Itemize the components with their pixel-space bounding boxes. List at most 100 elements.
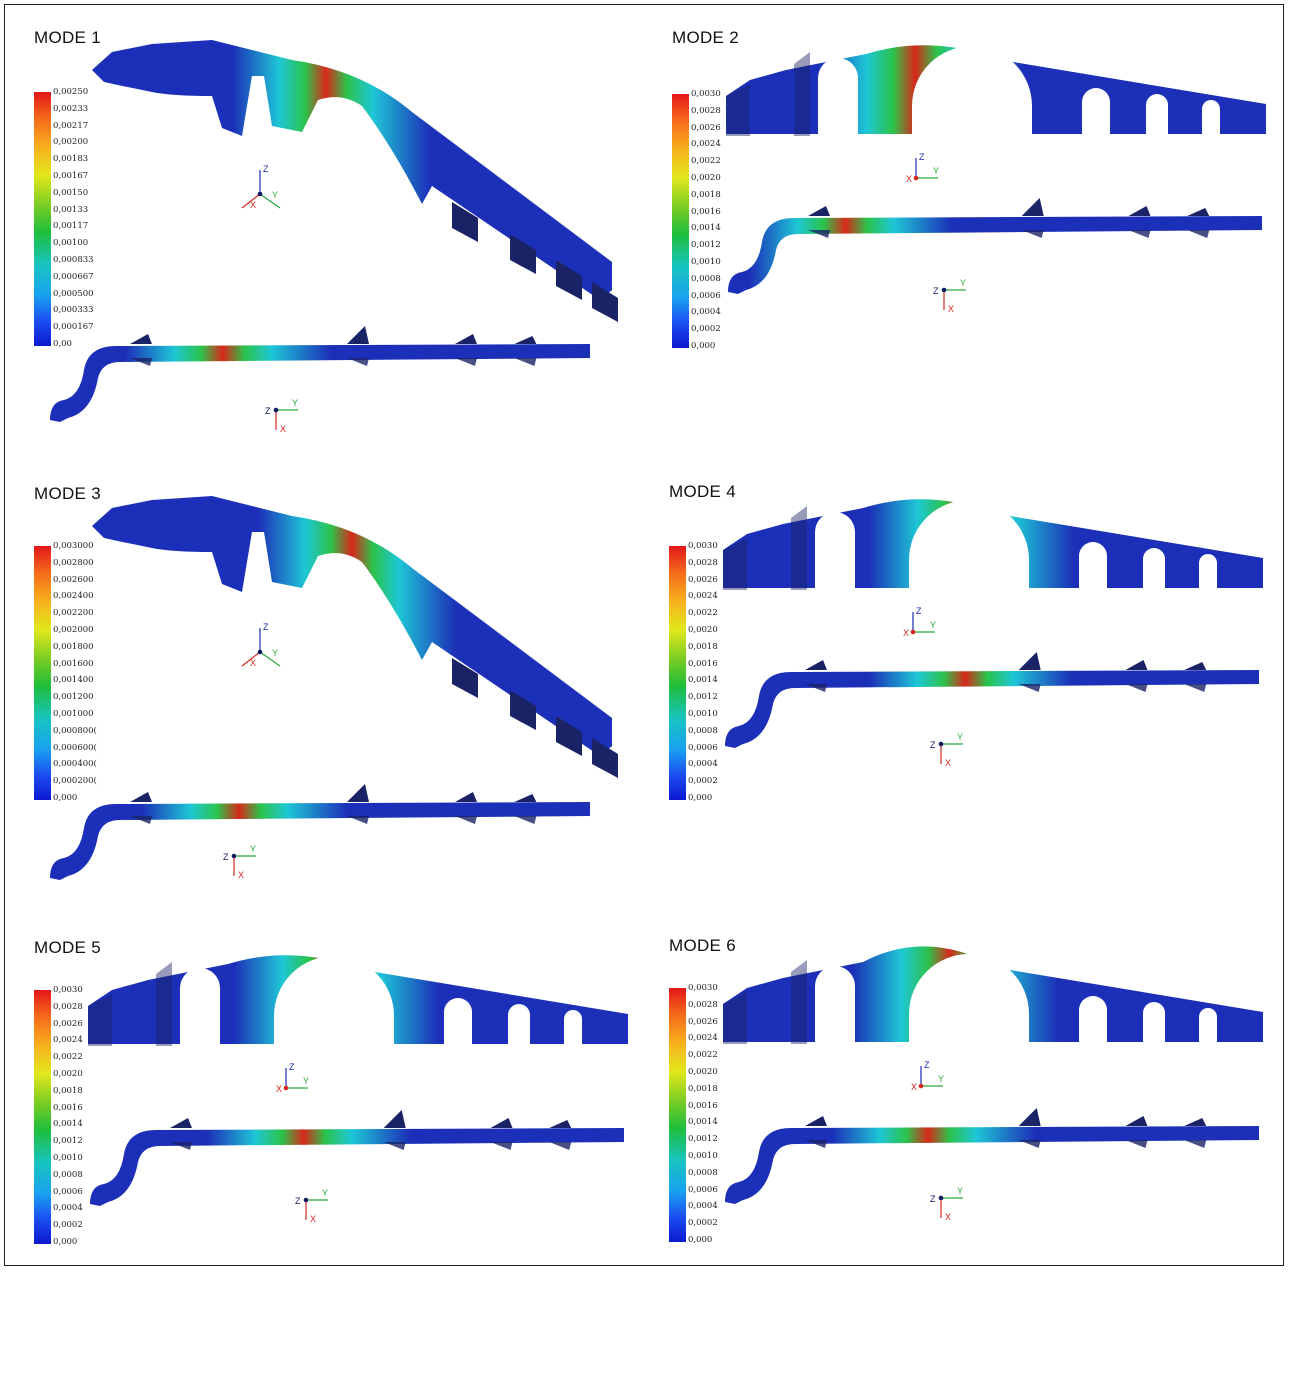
legend-tick-label: 0,0010 bbox=[688, 1151, 718, 1161]
arch-opening bbox=[508, 1004, 530, 1046]
pier-cutwater bbox=[383, 1142, 406, 1150]
legend-tick-label: 0,0020 bbox=[688, 625, 718, 635]
mode-panel-2: MODE 2 0,0030 0,0028 0,0026 0,0024 0,0022 0,0… bbox=[672, 28, 1290, 478]
legend-tick-label: 0,0012 bbox=[688, 1134, 718, 1145]
legend-tick-label: 0,0028 bbox=[688, 557, 718, 568]
legend-tick-label: 0,0022 bbox=[53, 1052, 83, 1063]
legend-tick-label: 0,0004 bbox=[53, 1203, 83, 1214]
axis-label-x: X bbox=[903, 628, 909, 638]
axis-label-x: X bbox=[276, 1084, 282, 1094]
legend-tick-label: 0,0014 bbox=[688, 675, 718, 686]
legend-tick-label: 0,0006 bbox=[688, 1184, 718, 1195]
legend-tick-label: 0,0010 bbox=[688, 709, 718, 719]
legend-colorbar bbox=[34, 990, 51, 1244]
axis-label-z: Z bbox=[924, 1060, 930, 1070]
bridge-plan bbox=[90, 1110, 624, 1206]
bridge-deck-plan-mesh bbox=[725, 1126, 1259, 1204]
pier-cutwater bbox=[455, 816, 477, 824]
pier-cutwater bbox=[1187, 230, 1210, 238]
bridge-3d-mesh bbox=[92, 496, 612, 756]
bridge-deck-plan-mesh bbox=[90, 1128, 624, 1206]
legend-tick-label: 0,0026 bbox=[53, 1018, 83, 1029]
pier-cutwater bbox=[347, 784, 369, 802]
pier-block bbox=[592, 282, 618, 322]
axis-label-y: Y bbox=[250, 844, 256, 854]
axis-origin bbox=[283, 1085, 289, 1091]
axis-origin bbox=[273, 407, 279, 413]
pier-cutwater bbox=[1128, 206, 1151, 216]
legend-tick-label: 0,0030 bbox=[688, 541, 718, 551]
axis-x bbox=[241, 193, 261, 209]
axis-label-z: Z bbox=[930, 1194, 936, 1204]
legend-tick-label: 0,0020 bbox=[53, 1069, 83, 1079]
pier-shade bbox=[156, 962, 172, 1046]
legend-tick-label: 0,0014 bbox=[688, 1117, 718, 1128]
legend-tick-label: 0,0028 bbox=[688, 999, 718, 1010]
arch-opening bbox=[912, 46, 1032, 136]
legend-tick-label: 0,0024 bbox=[688, 591, 718, 602]
legend-tick-label: 0,0016 bbox=[691, 206, 721, 217]
legend-tick-label: 0,0018 bbox=[691, 189, 721, 200]
pier-cutwater bbox=[1018, 1140, 1041, 1148]
pier-cutwater bbox=[347, 816, 369, 824]
pier-cutwater bbox=[455, 334, 477, 344]
axis-label-y: Y bbox=[292, 398, 298, 408]
bridge-plan bbox=[725, 652, 1259, 748]
pier-cutwater bbox=[1184, 1118, 1207, 1126]
pier-block bbox=[452, 658, 478, 698]
legend-tick-label: 0,0024 bbox=[688, 1033, 718, 1044]
arch-opening bbox=[815, 512, 855, 590]
axis-origin bbox=[941, 287, 947, 293]
pier-block bbox=[510, 690, 536, 730]
axis-origin bbox=[231, 853, 237, 859]
axis-label-y: Y bbox=[272, 648, 278, 658]
axis-origin bbox=[938, 1195, 944, 1201]
legend-tick-label: 0,0012 bbox=[53, 1136, 83, 1147]
arch-opening bbox=[564, 1010, 582, 1046]
legend-tick-label: 0,001400 bbox=[53, 675, 94, 686]
legend-tick-label: 0,00150 bbox=[53, 187, 89, 198]
axis-label-x: X bbox=[238, 870, 244, 880]
pier-cutwater bbox=[805, 1140, 827, 1148]
axis-origin bbox=[257, 191, 263, 197]
axis-label-z: Z bbox=[265, 406, 271, 416]
legend-tick-label: 0,000 bbox=[688, 793, 713, 803]
axis-label-z: Z bbox=[930, 740, 936, 750]
legend-tick-label: 0,0018 bbox=[53, 1085, 83, 1096]
legend-tick-label: 0,000 bbox=[688, 1235, 713, 1245]
legend-tick-label: 0,0010 bbox=[691, 257, 721, 267]
legend-tick-label: 0,0014 bbox=[53, 1119, 83, 1130]
legend-tick-label: 0,000600( bbox=[53, 742, 97, 753]
pier-shade bbox=[794, 52, 810, 136]
bridge-plan bbox=[725, 1108, 1259, 1204]
pier-cutwater bbox=[805, 684, 827, 692]
legend-tick-label: 0,0004 bbox=[688, 759, 718, 770]
pier-cutwater bbox=[549, 1142, 572, 1150]
axis-label-z: Z bbox=[263, 164, 269, 174]
legend-tick-label: 0,0002 bbox=[688, 1218, 718, 1229]
legend-tick-label: 0,000800( bbox=[53, 725, 97, 736]
legend-colorbar bbox=[669, 546, 686, 800]
legend-tick-label: 0,000 bbox=[53, 793, 78, 803]
axis-label-y: Y bbox=[938, 1074, 944, 1084]
legend-tick-label: 0,00133 bbox=[53, 204, 89, 215]
legend-tick-label: 0,0030 bbox=[53, 985, 83, 995]
axis-x bbox=[241, 651, 261, 667]
pier-shade bbox=[791, 960, 807, 1044]
legend-tick-label: 0,0010 bbox=[53, 1153, 83, 1163]
legend-tick-label: 0,001200 bbox=[53, 692, 94, 703]
legend-tick-label: 0,0028 bbox=[53, 1001, 83, 1012]
axis-label-x: X bbox=[911, 1082, 917, 1092]
pier-cutwater bbox=[805, 1116, 827, 1126]
legend-tick-label: 0,0002 bbox=[691, 324, 721, 335]
legend-tick-label: 0,0030 bbox=[691, 89, 721, 99]
arch-opening bbox=[444, 998, 472, 1046]
pier-cutwater bbox=[1018, 652, 1041, 670]
axis-y bbox=[259, 193, 281, 209]
pier-cutwater bbox=[514, 816, 537, 824]
legend-tick-label: 0,00117 bbox=[53, 221, 89, 232]
axis-label-y: Y bbox=[303, 1076, 309, 1086]
pier-block bbox=[592, 738, 618, 778]
pier-cutwater bbox=[1184, 662, 1207, 670]
